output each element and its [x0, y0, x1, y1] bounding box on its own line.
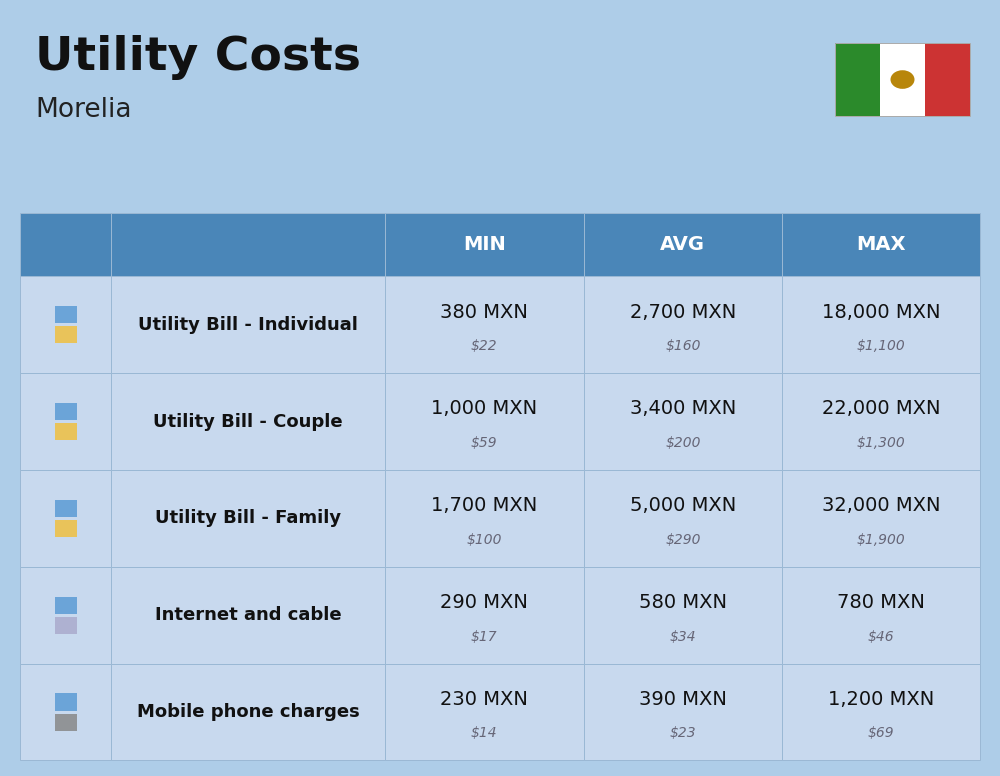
Text: $290: $290: [665, 532, 701, 547]
Text: 580 MXN: 580 MXN: [639, 593, 727, 612]
Bar: [55, 694, 77, 711]
Text: $200: $200: [665, 436, 701, 450]
Bar: [584, 566, 782, 663]
Bar: [385, 470, 584, 566]
Bar: [584, 470, 782, 566]
Bar: [782, 373, 980, 470]
Bar: [55, 520, 77, 537]
Text: $22: $22: [471, 339, 497, 353]
Bar: [20, 566, 111, 663]
Bar: [20, 663, 111, 760]
Bar: [385, 566, 584, 663]
Text: 380 MXN: 380 MXN: [440, 303, 528, 321]
Text: MIN: MIN: [463, 235, 506, 255]
Bar: [55, 500, 77, 517]
Bar: [782, 213, 980, 276]
Text: $160: $160: [665, 339, 701, 353]
Text: 1,700 MXN: 1,700 MXN: [431, 497, 537, 515]
Text: $1,300: $1,300: [857, 436, 905, 450]
Bar: [20, 276, 111, 373]
Text: 230 MXN: 230 MXN: [440, 690, 528, 709]
Bar: [584, 373, 782, 470]
Text: $69: $69: [868, 726, 894, 740]
Bar: [55, 403, 77, 420]
Bar: [111, 470, 385, 566]
Bar: [782, 663, 980, 760]
Text: 2,700 MXN: 2,700 MXN: [630, 303, 736, 321]
Bar: [20, 470, 111, 566]
Text: Utility Costs: Utility Costs: [35, 35, 361, 80]
Text: 780 MXN: 780 MXN: [837, 593, 925, 612]
Text: Internet and cable: Internet and cable: [155, 606, 341, 624]
Text: $59: $59: [471, 436, 497, 450]
Text: $100: $100: [466, 532, 502, 547]
Text: $34: $34: [670, 629, 696, 643]
Bar: [880, 43, 925, 116]
Text: $46: $46: [868, 629, 894, 643]
Bar: [55, 597, 77, 614]
Text: Utility Bill - Family: Utility Bill - Family: [155, 509, 341, 528]
Text: 3,400 MXN: 3,400 MXN: [630, 400, 736, 418]
Text: MAX: MAX: [856, 235, 906, 255]
Text: $1,100: $1,100: [857, 339, 905, 353]
Bar: [55, 617, 77, 634]
Text: Utility Bill - Individual: Utility Bill - Individual: [138, 316, 358, 334]
Bar: [925, 43, 970, 116]
Text: $14: $14: [471, 726, 497, 740]
Text: AVG: AVG: [660, 235, 705, 255]
Bar: [782, 276, 980, 373]
Text: 18,000 MXN: 18,000 MXN: [822, 303, 940, 321]
Bar: [111, 213, 385, 276]
Text: $17: $17: [471, 629, 497, 643]
Bar: [55, 326, 77, 343]
Bar: [385, 663, 584, 760]
Bar: [584, 276, 782, 373]
Text: $1,900: $1,900: [857, 532, 905, 547]
Bar: [20, 373, 111, 470]
Bar: [385, 373, 584, 470]
Text: 1,000 MXN: 1,000 MXN: [431, 400, 537, 418]
Bar: [55, 714, 77, 731]
Text: 32,000 MXN: 32,000 MXN: [822, 497, 940, 515]
Bar: [111, 663, 385, 760]
Text: Morelia: Morelia: [35, 97, 132, 123]
Bar: [584, 663, 782, 760]
Bar: [584, 213, 782, 276]
Bar: [385, 213, 584, 276]
Text: $23: $23: [670, 726, 696, 740]
Text: 290 MXN: 290 MXN: [440, 593, 528, 612]
Bar: [20, 213, 111, 276]
Bar: [782, 470, 980, 566]
Bar: [55, 306, 77, 323]
Bar: [385, 276, 584, 373]
Circle shape: [891, 71, 914, 89]
Bar: [111, 566, 385, 663]
Text: 1,200 MXN: 1,200 MXN: [828, 690, 934, 709]
Text: Mobile phone charges: Mobile phone charges: [137, 703, 359, 721]
Text: 5,000 MXN: 5,000 MXN: [630, 497, 736, 515]
Bar: [835, 43, 880, 116]
Bar: [782, 566, 980, 663]
Text: 390 MXN: 390 MXN: [639, 690, 727, 709]
Bar: [835, 43, 970, 116]
Text: 22,000 MXN: 22,000 MXN: [822, 400, 940, 418]
Bar: [55, 423, 77, 440]
Bar: [111, 373, 385, 470]
Text: Utility Bill - Couple: Utility Bill - Couple: [153, 413, 343, 431]
Bar: [111, 276, 385, 373]
